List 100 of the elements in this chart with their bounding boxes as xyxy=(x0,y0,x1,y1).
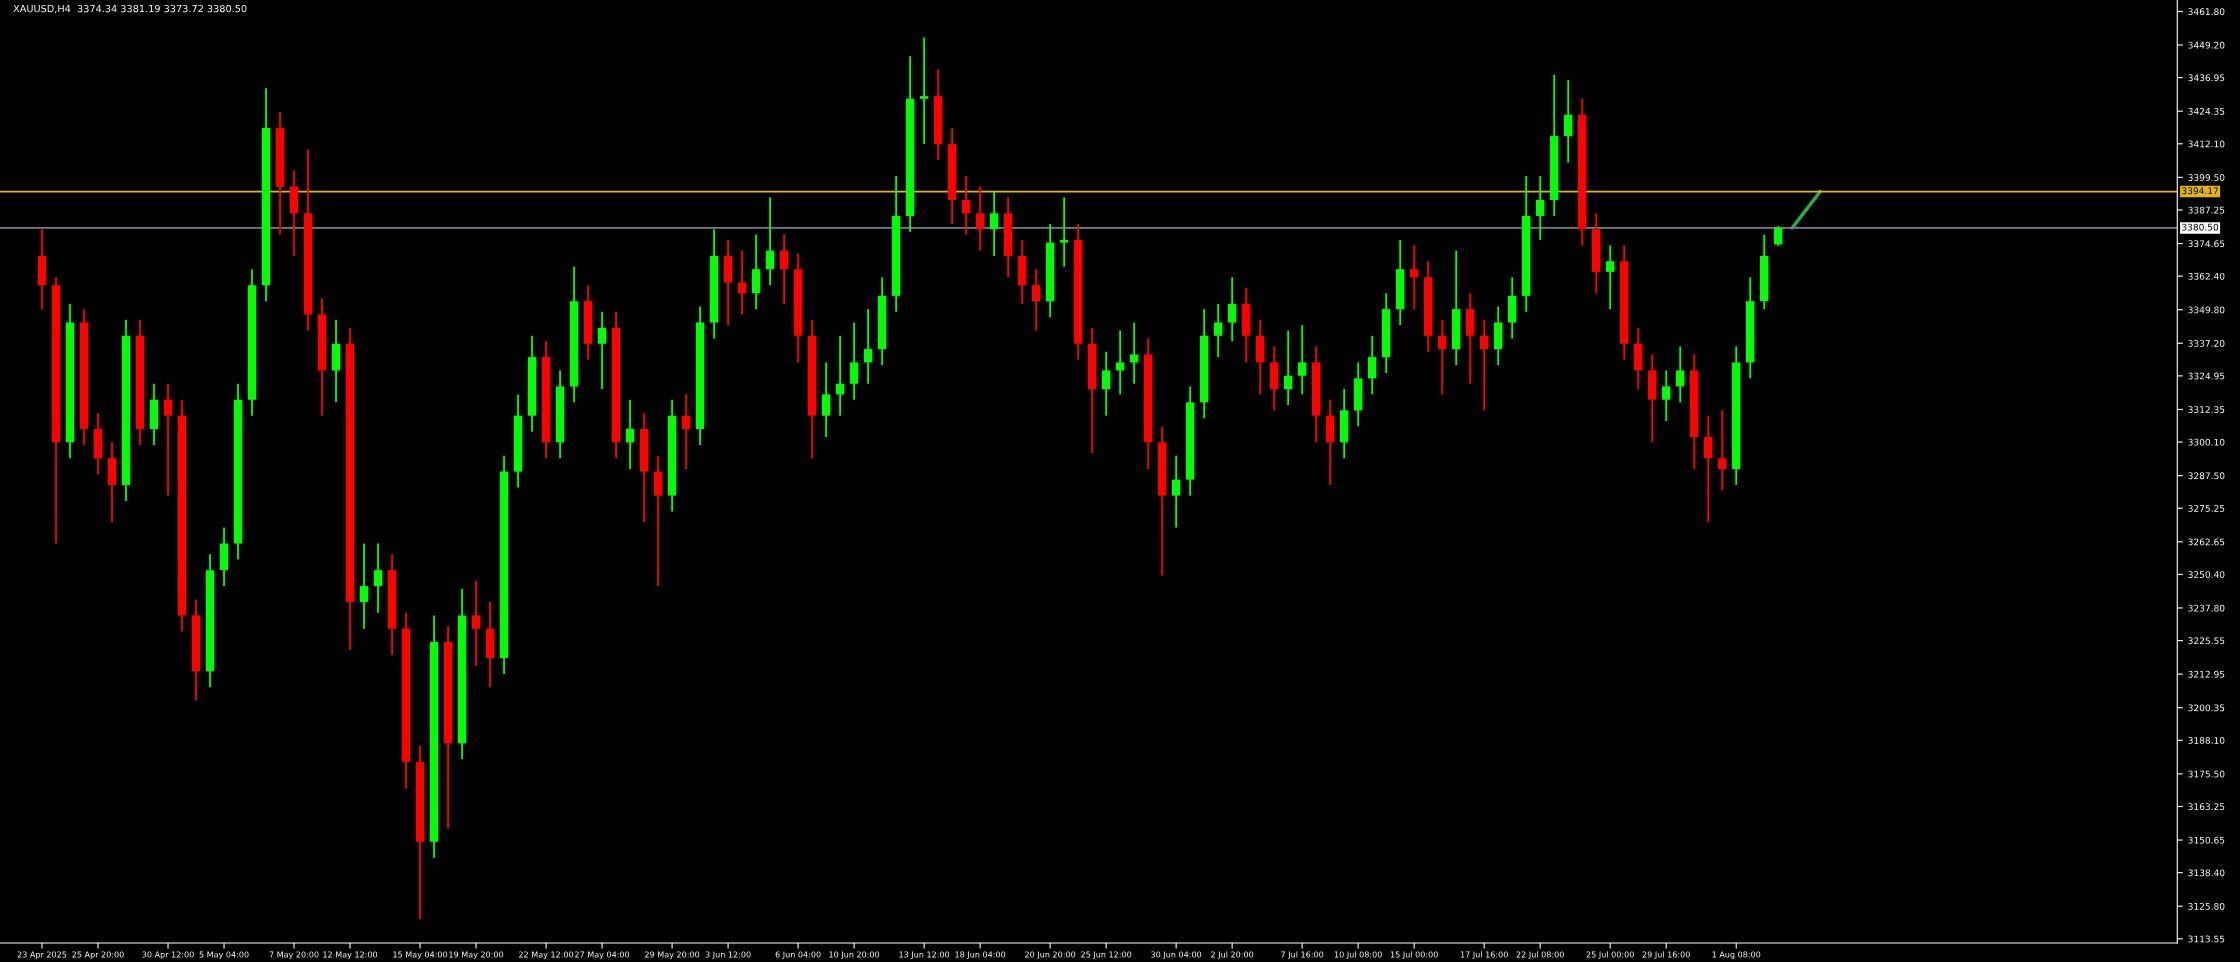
candlestick xyxy=(1213,302,1223,359)
x-tick-label: 2 Jul 20:00 xyxy=(1211,951,1254,960)
y-tick-label: 3374.65 xyxy=(2188,240,2225,248)
y-tick-label: 3150.65 xyxy=(2188,836,2225,844)
candlestick xyxy=(1564,79,1573,164)
y-tick-label: 3324.95 xyxy=(2188,372,2225,380)
x-tick-label: 20 Jun 20:00 xyxy=(1025,951,1076,960)
candlestick xyxy=(1536,175,1545,241)
x-tick-label: 19 May 20:00 xyxy=(449,951,504,960)
y-tick-label: 3387.25 xyxy=(2188,206,2225,214)
candlestick xyxy=(1479,318,1489,412)
y-tick-label: 3399.50 xyxy=(2188,174,2225,181)
x-tick-label: 15 Jul 00:00 xyxy=(1390,951,1438,960)
ref-line-label: 3394.17 xyxy=(2182,187,2219,195)
candlestick xyxy=(975,185,985,252)
candlestick xyxy=(849,321,859,401)
y-tick-label: 3138.40 xyxy=(2188,869,2225,877)
x-tick-label: 30 Apr 12:00 xyxy=(142,951,194,960)
x-tick-label: 7 Jul 16:00 xyxy=(1281,951,1324,960)
x-tick-label: 17 Jul 16:00 xyxy=(1460,951,1508,960)
candlestick xyxy=(359,542,369,630)
y-tick-label: 3113.55 xyxy=(2188,935,2225,943)
x-tick-label: 7 May 20:00 xyxy=(269,951,319,960)
candlestick xyxy=(1297,324,1307,396)
y-tick-label: 3275.25 xyxy=(2188,504,2225,512)
candlestick xyxy=(1101,350,1111,417)
x-tick-label: 15 May 04:00 xyxy=(393,951,448,960)
candlestick xyxy=(961,175,971,236)
candlestick xyxy=(597,310,607,390)
x-tick-label: 12 May 12:00 xyxy=(323,951,378,960)
candlestick xyxy=(765,196,775,287)
ref-line-label: 3380.50 xyxy=(2182,223,2219,231)
candlestick xyxy=(1129,321,1139,385)
x-tick-label: 13 Jun 12:00 xyxy=(899,951,950,960)
y-tick-label: 3337.20 xyxy=(2188,339,2225,347)
candlestick xyxy=(653,454,663,588)
x-tick-label: 25 Jun 12:00 xyxy=(1081,951,1132,960)
x-tick-label: 25 Apr 20:00 xyxy=(72,951,124,960)
candlestick xyxy=(681,393,691,470)
candlestick xyxy=(1171,454,1181,529)
candlestick xyxy=(989,191,999,257)
candlestick xyxy=(1031,268,1041,332)
x-tick-label: 22 Jul 08:00 xyxy=(1516,951,1564,960)
candlestick xyxy=(373,542,383,614)
candlestick xyxy=(1606,244,1615,311)
y-tick-label: 3212.95 xyxy=(2188,670,2225,678)
y-tick-label: 3175.50 xyxy=(2188,770,2225,778)
y-tick-label: 3225.55 xyxy=(2188,637,2225,645)
y-tick-label: 3237.80 xyxy=(2188,604,2225,612)
y-tick-label: 3461.80 xyxy=(2188,8,2225,16)
y-tick-label: 3312.35 xyxy=(2188,406,2225,413)
y-tick-label: 3287.50 xyxy=(2188,472,2225,480)
candlestick xyxy=(919,36,929,145)
candlestick xyxy=(1662,369,1671,422)
candlestick xyxy=(1676,345,1685,404)
x-tick-label: 6 Jun 04:00 xyxy=(775,951,821,960)
candlestick xyxy=(1704,414,1713,524)
y-tick-label: 3163.25 xyxy=(2188,803,2225,811)
x-tick-label: 27 May 04:00 xyxy=(575,951,630,960)
x-tick-label: 30 Jun 04:00 xyxy=(1151,951,1202,960)
y-tick-label: 3300.10 xyxy=(2188,438,2225,446)
candlestick xyxy=(863,308,873,385)
candlestick xyxy=(1115,329,1125,396)
x-tick-label: 3 Jun 12:00 xyxy=(705,951,751,960)
candlestick xyxy=(1227,276,1237,343)
y-tick-label: 3449.20 xyxy=(2188,41,2225,49)
y-tick-label: 3436.95 xyxy=(2188,74,2225,82)
y-tick-label: 3424.35 xyxy=(2188,107,2225,115)
candlestick xyxy=(1774,225,1783,247)
candlestick xyxy=(471,579,481,667)
y-tick-label: 3349.80 xyxy=(2188,306,2225,314)
x-tick-label: 29 May 20:00 xyxy=(645,951,700,960)
x-tick-label: 25 Jul 00:00 xyxy=(1586,951,1634,960)
candlestick xyxy=(1409,244,1419,311)
x-tick-label: 10 Jul 08:00 xyxy=(1334,951,1382,960)
candlestick xyxy=(625,398,635,470)
candlestick xyxy=(779,233,789,305)
x-tick-label: 23 Apr 2025 xyxy=(17,951,67,960)
candlestick xyxy=(835,334,845,417)
candlestick xyxy=(737,249,747,316)
y-tick-label: 3200.35 xyxy=(2188,704,2225,712)
y-tick-label: 3412.10 xyxy=(2188,140,2225,148)
y-tick-label: 3250.40 xyxy=(2188,571,2225,578)
candlestick xyxy=(1059,196,1069,268)
candlestick xyxy=(821,361,831,438)
x-tick-label: 29 Jul 16:00 xyxy=(1642,951,1690,960)
chart-title: XAUUSD,H4 3374.34 3381.19 3373.72 3380.50 xyxy=(13,4,247,14)
candlestick xyxy=(1718,409,1727,492)
x-tick-label: 1 Aug 08:00 xyxy=(1712,951,1761,960)
x-tick-label: 10 Jun 20:00 xyxy=(829,951,880,960)
candlestick xyxy=(1437,318,1447,396)
y-tick-label: 3188.10 xyxy=(2188,737,2225,744)
candlestick xyxy=(1283,329,1293,406)
x-tick-label: 18 Jun 04:00 xyxy=(955,951,1006,960)
y-tick-label: 3125.80 xyxy=(2188,902,2225,910)
candlestick xyxy=(1367,334,1377,396)
y-tick-label: 3262.65 xyxy=(2188,538,2225,546)
candlestick xyxy=(163,382,173,497)
x-tick-label: 22 May 12:00 xyxy=(519,951,574,960)
candlestick xyxy=(751,233,761,311)
